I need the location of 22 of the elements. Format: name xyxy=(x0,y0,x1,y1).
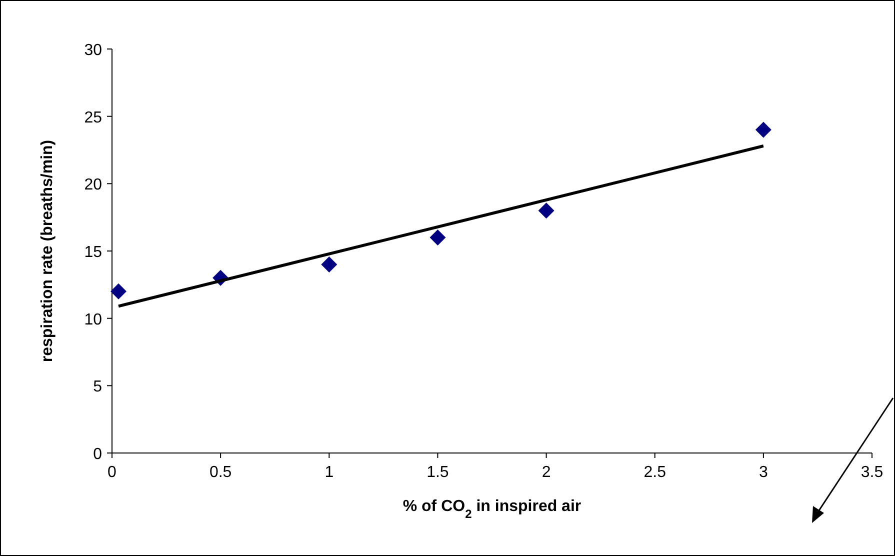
point xyxy=(430,230,446,246)
x-tick-label: 0.5 xyxy=(209,464,232,481)
x-tick-label: 1.5 xyxy=(426,464,449,481)
x-axis-title: % of CO$_{2}$ in inspired air xyxy=(402,498,582,521)
y-tick-label: 20 xyxy=(84,176,102,194)
x-tick-label: 0 xyxy=(108,464,117,481)
y-axis-title: respiration rate (breaths/min) xyxy=(39,140,56,362)
x-tick-label: 2.5 xyxy=(644,464,666,481)
x-tick-label: 3.5 xyxy=(860,464,884,481)
x-tick-label: 2 xyxy=(542,464,551,481)
point xyxy=(110,283,127,300)
y-tick-label: 30 xyxy=(84,42,102,59)
point xyxy=(538,202,554,219)
x-tick-label: 3 xyxy=(758,464,768,481)
point xyxy=(321,256,338,272)
point xyxy=(755,122,772,138)
x-tick-label: 1 xyxy=(324,464,334,481)
y-tick-label: 15 xyxy=(84,244,102,261)
y-tick-label: 0 xyxy=(93,446,102,463)
y-tick-label: 5 xyxy=(93,378,102,396)
y-tick-label: 25 xyxy=(84,109,102,126)
y-tick-label: 10 xyxy=(84,311,102,328)
